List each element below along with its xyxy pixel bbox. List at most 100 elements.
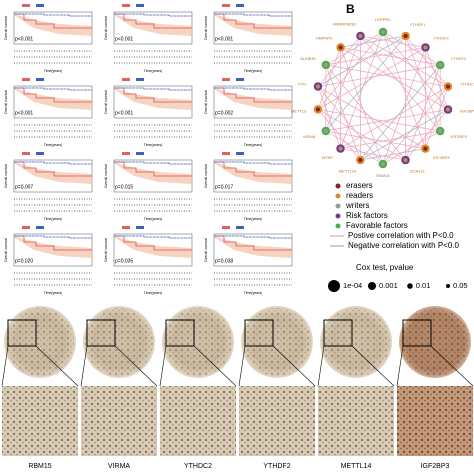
correlation-edge: [405, 109, 449, 161]
km-curve-high: [14, 161, 92, 177]
legend-swatch: [36, 226, 44, 229]
legend-label: Postive correlation with P<0.0: [348, 231, 454, 240]
correlation-edge: [340, 31, 384, 149]
p-value: p<0.001: [115, 36, 133, 42]
legend-swatch: [22, 226, 30, 229]
legend-dot: [335, 203, 341, 209]
cox-size-label: 1e-04: [343, 281, 362, 290]
zoom-line: [396, 345, 404, 387]
gene-node-core: [446, 84, 451, 89]
correlation-edge: [325, 64, 361, 161]
legend-swatch: [22, 4, 30, 7]
km-curve-high: [14, 235, 92, 251]
ci-band: [14, 88, 92, 110]
correlation-edge: [317, 109, 406, 161]
km-curve-high: [114, 87, 192, 103]
km-curve-low: [214, 87, 292, 91]
legend-swatch: [236, 78, 244, 81]
x-axis-label: Time(years): [44, 217, 63, 221]
zoom-line: [1, 345, 9, 387]
legend-label: erasers: [346, 181, 373, 190]
legend-swatch: [136, 78, 144, 81]
km-curve-low: [14, 235, 92, 239]
cox-size-label: 0.05: [453, 281, 468, 290]
correlation-edge: [360, 35, 449, 87]
ihc-label: YTHDF2: [263, 463, 290, 470]
correlation-edge: [317, 86, 426, 149]
ihc-label: RBM15: [28, 463, 51, 470]
x-axis-label: Time(years): [144, 69, 163, 73]
km-curve-high: [114, 235, 192, 251]
correlation-edge: [382, 31, 426, 149]
ci-band: [114, 14, 192, 36]
km-curve-high: [14, 13, 92, 29]
zoom-image: [397, 386, 473, 456]
legend-swatch: [122, 226, 130, 229]
correlation-edge: [340, 47, 384, 165]
gene-label: ZC3H13: [410, 168, 426, 173]
ci-band: [14, 14, 92, 36]
legend-dot: [335, 213, 341, 219]
tissue-texture: [243, 308, 311, 376]
km-curve-low: [214, 161, 292, 165]
correlation-edge: [360, 148, 426, 161]
ci-band: [214, 236, 292, 258]
cox-size-label: 0.001: [379, 281, 398, 290]
legend-swatch: [122, 78, 130, 81]
correlation-edge: [340, 47, 441, 66]
ihc-label: IGF2BP3: [421, 463, 450, 470]
gene-label: ALKBH5: [300, 56, 316, 61]
gene-node-core: [438, 129, 443, 134]
gene-node-core: [380, 161, 385, 166]
p-value: p=0.017: [215, 184, 233, 190]
ci-band: [114, 88, 192, 110]
legend-swatch: [136, 152, 144, 155]
correlation-edge: [325, 64, 406, 161]
legend-swatch: [122, 152, 130, 155]
legend-swatch: [136, 4, 144, 7]
correlation-edge: [317, 47, 341, 110]
ihc-label: YTHDC2: [184, 463, 212, 470]
tissue-texture: [164, 308, 232, 376]
gene-label: HNRNPC: [316, 35, 333, 40]
gene-node-core: [358, 33, 363, 38]
gene-label: HNRNPA2B1: [333, 22, 357, 27]
correlation-edge: [317, 64, 441, 87]
p-value: p=0.035: [115, 258, 133, 264]
correlation-edge: [405, 64, 441, 161]
gene-node-core: [445, 107, 450, 112]
gene-node-core: [403, 34, 408, 39]
gene-node-core: [381, 30, 386, 35]
correlation-edge: [405, 35, 441, 132]
gene-node-core: [358, 157, 363, 162]
km-curve-low: [14, 13, 92, 17]
gene-node-core: [423, 45, 428, 50]
legend-swatch: [122, 4, 130, 7]
legend-swatch: [36, 78, 44, 81]
gene-node-core: [323, 128, 328, 133]
tissue-texture: [85, 308, 153, 376]
gene-label: RBM15: [376, 173, 390, 178]
gene-label: FTO: [298, 81, 306, 86]
gene-label: IGF2BP3: [433, 155, 450, 160]
y-axis-label: Overall survival: [4, 238, 8, 262]
p-value: p<0.001: [15, 110, 33, 116]
zoom-line: [238, 345, 246, 387]
tissue-texture: [322, 308, 390, 376]
km-curve-low: [14, 161, 92, 165]
y-axis-label: Overall survival: [204, 238, 208, 262]
gene-label: METTL14: [339, 168, 357, 173]
gene-label: VIRMA: [303, 134, 316, 139]
p-value: p=0.020: [15, 258, 33, 264]
p-value: p=0.002: [215, 110, 233, 116]
km-curve-low: [14, 87, 92, 91]
p-value: p<0.001: [15, 36, 33, 42]
x-axis-label: Time(years): [44, 69, 63, 73]
y-axis-label: Overall survival: [104, 164, 108, 188]
correlation-edge: [425, 47, 449, 110]
x-axis-label: Time(years): [244, 217, 263, 221]
correlation-edge: [382, 31, 449, 110]
cox-bubble: [368, 282, 376, 290]
legend-swatch: [236, 4, 244, 7]
